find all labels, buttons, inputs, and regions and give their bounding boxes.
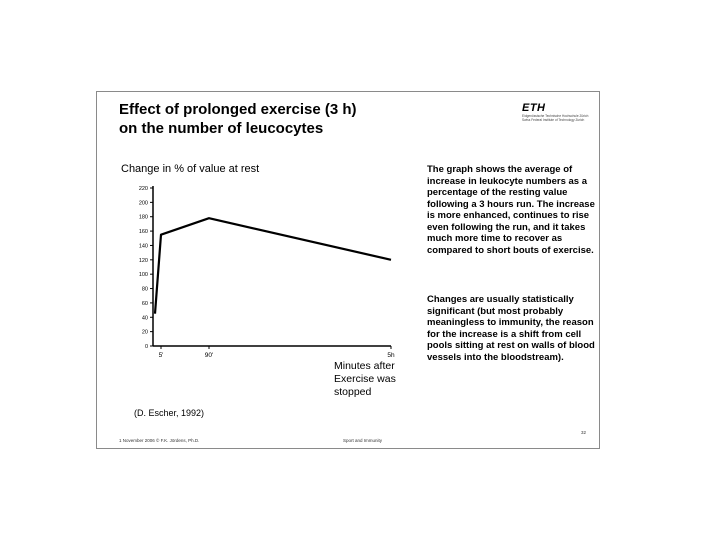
y-tick-label: 200 [139, 200, 148, 206]
y-tick-label: 100 [139, 272, 148, 278]
slide: Effect of prolonged exercise (3 h) on th… [96, 91, 600, 449]
x-tick-label: 5' [159, 352, 164, 359]
title-line-1: Effect of prolonged exercise (3 h) [119, 101, 357, 118]
description-1: The graph shows the average of increase … [427, 164, 595, 256]
y-tick-label: 120 [139, 258, 148, 264]
footer-left: 1 November 2006 © F.K. Jördens, Ph.D. [119, 438, 200, 443]
eth-logo: ETH Eidgenössische Technische Hochschule… [522, 102, 592, 122]
eth-logo-line-1: Eidgenössische Technische Hochschule Zür… [522, 114, 589, 118]
citation: (D. Escher, 1992) [134, 408, 205, 418]
y-tick-label: 140 [139, 243, 148, 249]
y-tick-label: 20 [142, 330, 148, 336]
y-ticks: 0 20 40 60 80 100 120 140 160 180 200 220 [139, 186, 153, 350]
leucocyte-series-line [153, 217, 392, 314]
y-tick-label: 220 [139, 186, 148, 192]
description-2: Changes are usually statistically signif… [427, 294, 595, 363]
y-tick-label: 80 [142, 287, 148, 293]
x-tick-label: 90' [205, 352, 213, 359]
y-tick-label: 60 [142, 301, 148, 307]
y-tick-label: 180 [139, 215, 148, 221]
minutes-after-label: Minutes after Exercise was stopped [334, 360, 396, 398]
y-tick-label: 0 [145, 344, 148, 350]
page-number: 32 [581, 430, 587, 435]
leucocyte-chart: Change in % of value at rest 0 20 40 60 80 10… [119, 160, 395, 359]
y-tick-label: 40 [142, 315, 148, 321]
footer-center: Sport and Immunity [343, 438, 383, 443]
chart-title-box [119, 160, 289, 177]
slide-title: Effect of prolonged exercise (3 h) on th… [119, 100, 357, 138]
title-line-2: on the number of leucocytes [119, 120, 324, 137]
eth-logo-line-2: Swiss Federal Institute of Technology Zu… [522, 118, 585, 122]
x-ticks: 5' 90' 5h [159, 346, 395, 359]
eth-logo-mark: ETH [522, 102, 546, 114]
y-tick-label: 160 [139, 229, 148, 235]
x-tick-label: 5h [387, 352, 395, 359]
chart-title: Change in % of value at rest [121, 163, 259, 175]
